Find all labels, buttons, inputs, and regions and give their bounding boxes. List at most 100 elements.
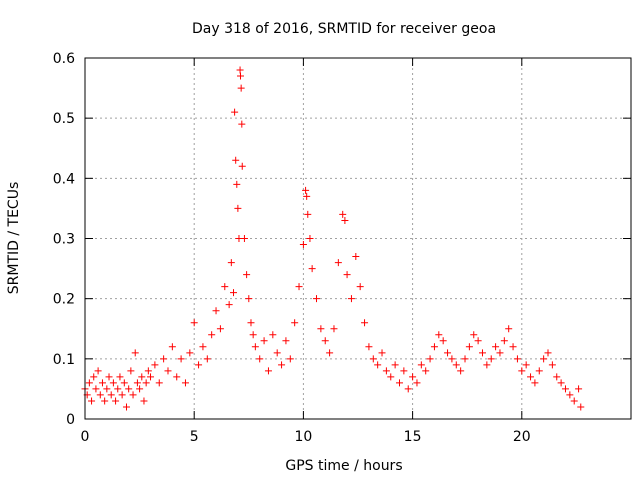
data-point [448, 355, 456, 363]
data-point [374, 361, 382, 369]
data-point [544, 349, 552, 357]
data-point [208, 331, 216, 339]
data-point [203, 355, 211, 363]
data-point [391, 361, 399, 369]
data-point [400, 367, 408, 375]
data-points-layer [81, 66, 585, 411]
x-tick-label: 5 [190, 429, 199, 445]
data-point [387, 373, 395, 381]
data-point [435, 331, 443, 339]
data-point [461, 355, 469, 363]
x-axis-label: GPS time / hours [285, 458, 402, 474]
data-point [269, 331, 277, 339]
y-tick-label: 0.5 [53, 111, 75, 127]
data-point [505, 325, 513, 333]
data-point [256, 355, 264, 363]
data-point [155, 379, 163, 387]
data-point [561, 385, 569, 393]
data-point [142, 379, 150, 387]
data-point [249, 331, 257, 339]
data-point [304, 210, 312, 218]
data-point [181, 379, 189, 387]
data-point [339, 210, 347, 218]
data-point [230, 289, 238, 297]
data-point [264, 367, 272, 375]
y-tick-label: 0.1 [53, 352, 75, 368]
data-point [317, 325, 325, 333]
x-tick-label: 10 [294, 429, 312, 445]
data-point [426, 355, 434, 363]
data-point [378, 349, 386, 357]
data-point [234, 204, 242, 212]
data-point [540, 355, 548, 363]
data-point [518, 367, 526, 375]
data-point [291, 319, 299, 327]
data-point [195, 361, 203, 369]
data-point [94, 367, 102, 375]
data-point [365, 343, 373, 351]
data-point [487, 355, 495, 363]
data-point [129, 391, 137, 399]
data-point [138, 373, 146, 381]
grid-layer [85, 58, 631, 419]
data-point [127, 367, 135, 375]
data-point [334, 259, 342, 267]
data-point [273, 349, 281, 357]
data-point [232, 156, 240, 164]
data-point [231, 108, 239, 116]
data-point [430, 343, 438, 351]
data-point [227, 259, 235, 267]
data-point [98, 379, 106, 387]
data-point [413, 379, 421, 387]
data-point [168, 343, 176, 351]
data-point [496, 349, 504, 357]
data-point [330, 325, 338, 333]
data-point [260, 337, 268, 345]
data-point [313, 295, 321, 303]
data-point [247, 319, 255, 327]
data-point [112, 397, 120, 405]
data-point [522, 361, 530, 369]
data-point [221, 283, 229, 291]
data-point [535, 367, 543, 375]
data-point [570, 397, 578, 405]
data-point [107, 391, 115, 399]
chart-title: Day 318 of 2016, SRMTID for receiver geo… [192, 21, 496, 37]
data-point [321, 337, 329, 345]
data-point [577, 403, 585, 411]
data-point [282, 337, 290, 345]
data-point [404, 385, 412, 393]
data-point [216, 325, 224, 333]
data-point [361, 319, 369, 327]
data-point [238, 162, 246, 170]
data-point [251, 343, 259, 351]
y-tick-label: 0.3 [53, 232, 75, 248]
data-point [531, 379, 539, 387]
data-point [343, 271, 351, 279]
y-tick-label: 0.6 [53, 51, 75, 67]
data-point [177, 355, 185, 363]
data-point [190, 319, 198, 327]
data-point [116, 373, 124, 381]
data-point [553, 373, 561, 381]
data-point [237, 72, 245, 80]
data-point [548, 361, 556, 369]
data-point [409, 373, 417, 381]
data-point [96, 391, 104, 399]
data-point [306, 235, 314, 242]
data-point [186, 349, 194, 357]
data-point [417, 361, 425, 369]
data-point [369, 355, 377, 363]
data-point [173, 373, 181, 381]
data-point [114, 385, 122, 393]
data-point [243, 271, 251, 279]
axis-layer: 0 0.1 0.2 0.3 0.4 0.5 0.6 0 5 10 15 20 [53, 51, 631, 445]
data-point [125, 385, 133, 393]
data-point [500, 337, 508, 345]
data-point [478, 349, 486, 357]
data-point [566, 391, 574, 399]
data-point [122, 403, 130, 411]
data-point [151, 361, 159, 369]
data-point [483, 361, 491, 369]
